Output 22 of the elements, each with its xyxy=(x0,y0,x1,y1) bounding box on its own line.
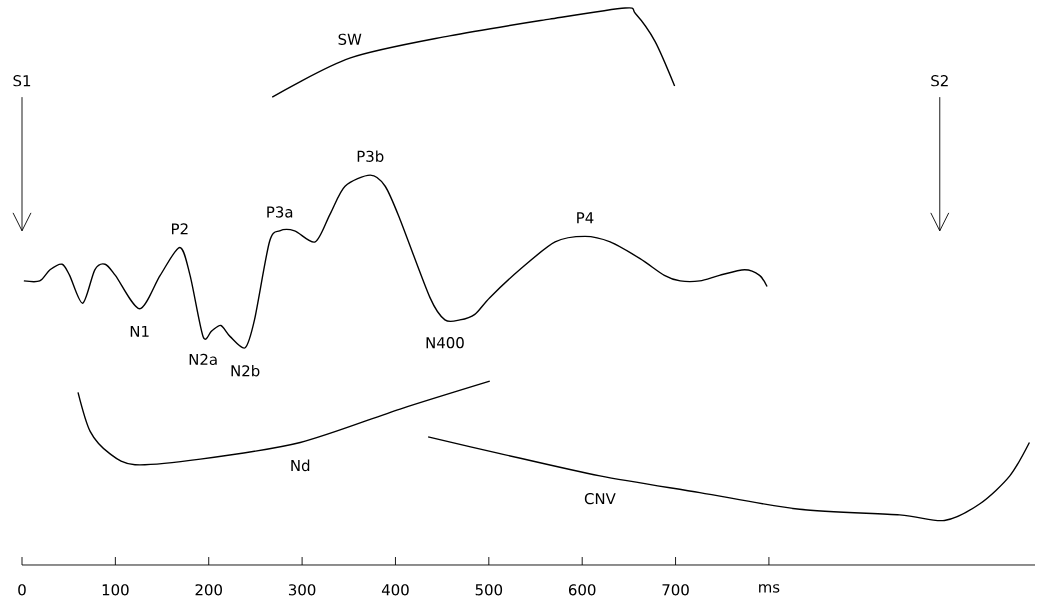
x-tick-label: 700 xyxy=(662,584,689,596)
x-tick-label: 600 xyxy=(568,584,596,596)
ref-line-label: S2 xyxy=(931,75,948,87)
annotation: N400 xyxy=(426,337,464,349)
annotation: N2a xyxy=(189,353,217,366)
x-tick-label: 200 xyxy=(195,584,222,596)
annotation: Nd xyxy=(291,459,310,472)
annotation: CNV xyxy=(584,493,616,505)
annotation: N1 xyxy=(130,325,149,337)
x-tick-label: 500 xyxy=(475,584,503,596)
annotation: P3b xyxy=(357,150,384,162)
x-tick-label: ms xyxy=(759,584,780,593)
x-tick-label: 300 xyxy=(288,584,316,596)
annotation: P3a xyxy=(267,206,293,218)
x-tick-label: 400 xyxy=(381,584,409,596)
x-tick-label: 0 xyxy=(18,584,26,596)
ref-line-label: S1 xyxy=(13,75,31,87)
annotation: SW xyxy=(338,33,362,45)
annotation: P2 xyxy=(171,223,188,235)
x-tick-label: 100 xyxy=(102,584,129,596)
annotation: P4 xyxy=(577,212,594,224)
annotation: N2b xyxy=(231,364,260,377)
